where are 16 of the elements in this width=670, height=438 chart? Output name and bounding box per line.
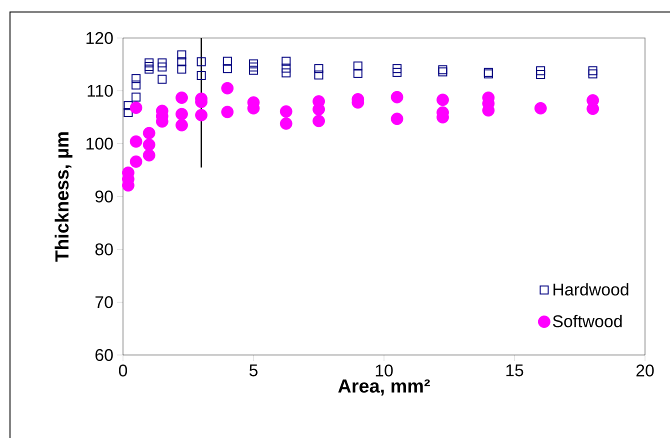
- y-tick-label: 120: [86, 32, 113, 44]
- y-tick-label: 90: [95, 190, 113, 202]
- x-tick-label: 15: [506, 364, 524, 376]
- x-tick-label: 20: [636, 364, 654, 377]
- legend-label: Softwood: [552, 314, 622, 328]
- y-tick-label: 70: [96, 296, 113, 308]
- y-axis-title: Thickness, µm: [54, 132, 72, 262]
- x-axis-title: Area, mm²: [338, 379, 430, 396]
- y-tick-label: 110: [88, 84, 113, 97]
- x-tick-label: 0: [118, 364, 128, 377]
- legend-label: Hardwood: [554, 283, 628, 296]
- x-tick-label: 5: [249, 364, 258, 376]
- y-tick-label: 60: [96, 349, 113, 361]
- y-tick-label: 100: [86, 138, 113, 150]
- x-tick-label: 10: [376, 364, 393, 377]
- y-tick-label: 80: [95, 243, 113, 256]
